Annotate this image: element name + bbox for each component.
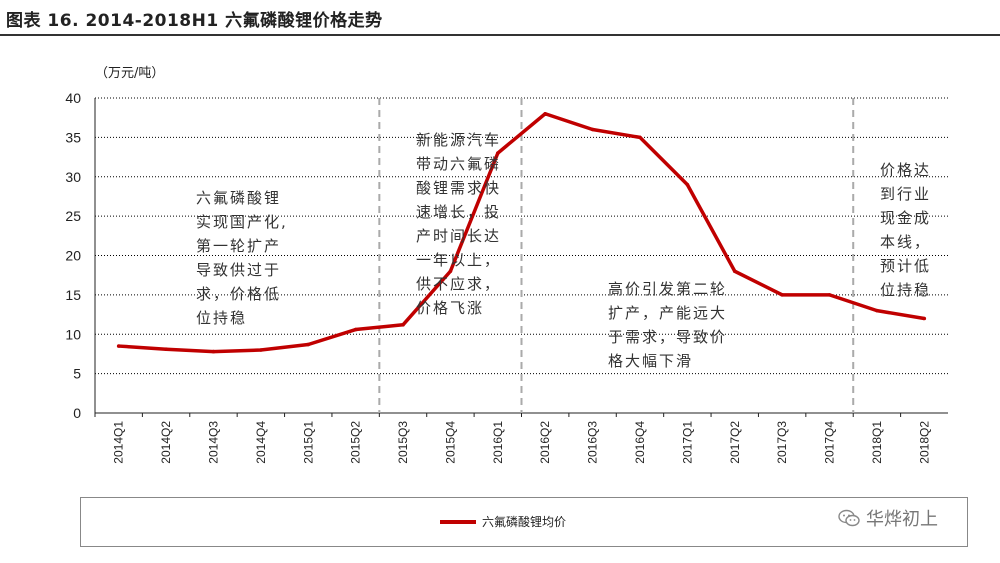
x-tick-label: 2018Q2 [917,421,931,464]
x-tick-label: 2015Q3 [396,421,410,464]
data-point [685,182,690,187]
data-point [211,349,216,354]
wechat-icon [838,509,860,527]
y-tick-label: 30 [65,169,81,185]
title-rule [0,34,1000,36]
data-point [590,127,595,132]
x-tick-label: 2017Q3 [775,421,789,464]
y-tick-label: 25 [65,208,81,224]
x-tick-label: 2014Q2 [159,421,173,464]
y-tick-label: 5 [73,366,81,382]
annotation-phase3: 高价引发第二轮 扩产，产能远大 于需求，导致价 格大幅下滑 [608,280,728,370]
y-tick-label: 35 [65,129,81,145]
x-tick-label: 2015Q2 [349,421,363,464]
y-tick-label: 20 [65,248,81,264]
series-line [118,112,925,354]
x-tick-label: 2015Q1 [301,421,315,464]
data-point [780,293,784,297]
watermark-text: 华烨初上 [866,509,938,530]
x-tick-label: 2016Q1 [491,421,505,464]
x-tick-label: 2017Q1 [680,421,694,464]
annotation-phase2: 新能源汽车 带动六氟磷 酸锂需求快 速增长，投 产时间长达 一年以上， 供不应求… [416,131,502,317]
x-tick-label: 2014Q4 [254,421,268,464]
x-tick-label: 2016Q4 [633,421,647,464]
x-tick-label: 2015Q4 [443,421,457,464]
data-point [401,323,405,327]
data-point [732,269,737,274]
y-unit-label: （万元/吨） [95,66,165,81]
data-point [496,151,500,155]
legend-box [80,497,968,547]
data-point [306,342,311,347]
data-point [259,348,263,352]
watermark: 华烨初上 [838,505,938,531]
data-point [922,316,927,321]
x-tick-label: 2014Q1 [112,421,126,464]
y-tick-label: 0 [73,405,81,421]
y-tick-label: 10 [65,326,81,342]
y-tick-label: 40 [65,90,81,106]
data-point [875,308,879,313]
x-tick-label: 2016Q2 [538,421,552,464]
data-point [116,344,121,348]
figure-title: 图表 16. 2014-2018H1 六氟磷酸锂价格走势 [6,11,383,31]
x-tick-label: 2017Q4 [823,421,837,464]
data-point [638,135,642,140]
x-tick-label: 2016Q3 [586,421,600,464]
annotation-phase1: 六氟磷酸锂 实现国产化, 第一轮扩产 导致供过于 求，价格低 位持稳 [196,189,288,327]
legend-label: 六氟磷酸锂均价 [482,515,567,529]
data-point [827,293,832,297]
data-point [164,347,168,352]
y-tick-label: 15 [65,287,81,303]
data-point [543,111,547,116]
annotation-phase4: 价格达 到行业 现金成 本线， 预计低 位持稳 [880,161,932,299]
data-point [448,269,453,274]
legend-swatch [440,520,476,524]
x-tick-label: 2017Q2 [728,421,742,464]
x-tick-label: 2018Q1 [870,421,884,464]
data-point [353,327,358,332]
x-tick-label: 2014Q3 [206,421,220,464]
